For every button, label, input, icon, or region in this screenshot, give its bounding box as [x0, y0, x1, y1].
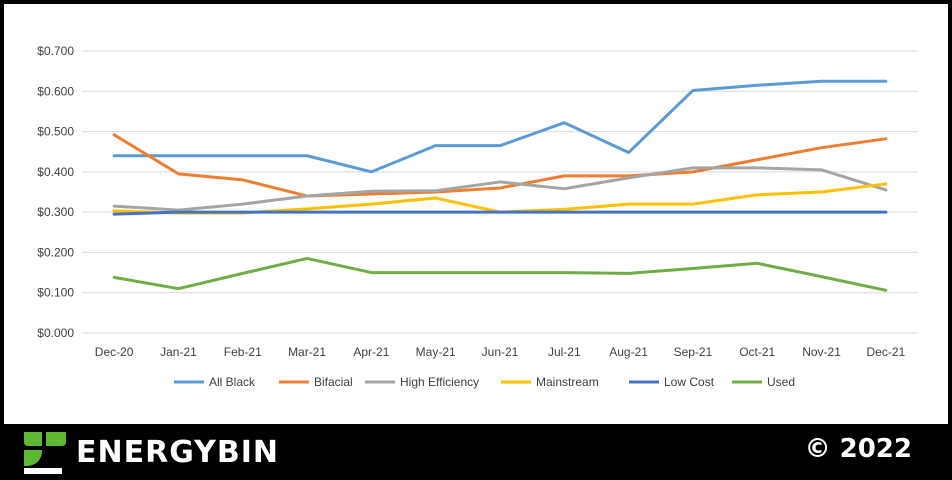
x-tick-label: Jun-21: [482, 345, 519, 359]
legend-label: High Efficiency: [400, 375, 479, 389]
y-tick-label: $0.100: [37, 286, 74, 300]
x-tick-label: Feb-21: [224, 345, 262, 359]
brand-name: ENERGYBIN: [76, 434, 280, 470]
y-tick-label: $0.500: [37, 125, 74, 139]
series-line-4: [112, 210, 888, 216]
line-chart: $0.000 $0.100 $0.200 $0.300 $0.400 $0.500 $0.6…: [37, 44, 918, 389]
series-line-2: [112, 166, 888, 212]
x-tick-label: Nov-21: [802, 345, 841, 359]
legend-label: All Black: [209, 375, 256, 389]
y-tick-label: $0.700: [37, 44, 74, 58]
y-tick-label: $0.300: [37, 205, 74, 219]
x-tick-label: May-21: [416, 345, 456, 359]
x-tick-label: Mar-21: [288, 345, 326, 359]
x-tick-label: Dec-21: [867, 345, 906, 359]
chart-panel: $0.000 $0.100 $0.200 $0.300 $0.400 $0.500 $0.6…: [4, 4, 948, 424]
y-axis-ticks: $0.000 $0.100 $0.200 $0.300 $0.400 $0.500 $0.6…: [37, 44, 74, 340]
x-tick-label: Aug-21: [609, 345, 648, 359]
x-tick-label: Apr-21: [353, 345, 389, 359]
legend: All Black Bifacial High Efficiency Mainstre…: [174, 375, 795, 389]
y-tick-label: $0.200: [37, 245, 74, 259]
series-line-0: [112, 79, 888, 174]
x-tick-label: Dec-20: [95, 345, 134, 359]
energybin-logo: ENERGYBIN: [22, 430, 279, 474]
series-lines: [112, 79, 888, 292]
legend-label: Low Cost: [664, 375, 715, 389]
x-tick-label: Jul-21: [548, 345, 581, 359]
legend-label: Used: [767, 375, 795, 389]
series-line-1: [112, 133, 888, 198]
footer-bar: ENERGYBIN © 2022: [0, 424, 952, 480]
x-tick-label: Oct-21: [739, 345, 775, 359]
leaf-logo-icon: [24, 432, 66, 474]
legend-label: Mainstream: [536, 375, 599, 389]
x-tick-label: Sep-21: [674, 345, 713, 359]
y-tick-label: $0.000: [37, 326, 74, 340]
series-line-5: [112, 256, 888, 292]
y-tick-label: $0.600: [37, 84, 74, 98]
copyright-text: © 2022: [804, 434, 912, 464]
y-tick-label: $0.400: [37, 165, 74, 179]
legend-label: Bifacial: [314, 375, 353, 389]
x-axis-ticks: Dec-20 Jan-21 Feb-21 Mar-21 Apr-21 May-21 Jun-…: [95, 345, 906, 359]
x-tick-label: Jan-21: [160, 345, 197, 359]
